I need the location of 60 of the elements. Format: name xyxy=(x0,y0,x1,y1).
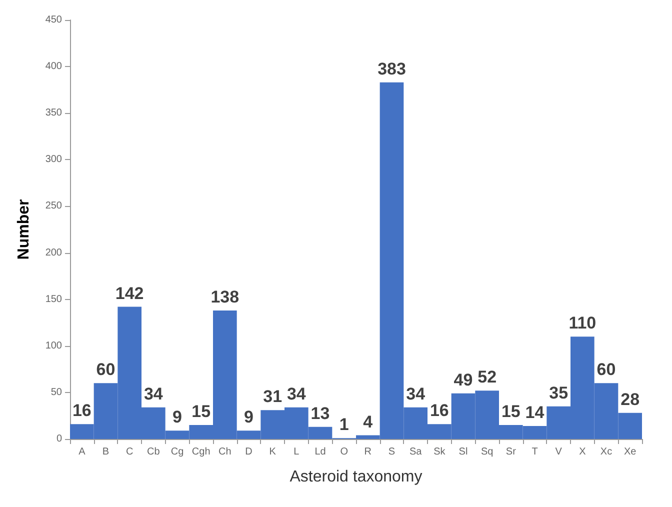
x-tick-label: X xyxy=(579,446,586,458)
data-label: 34 xyxy=(286,384,306,404)
x-tick-label: Xe xyxy=(624,446,637,458)
x-tick-label: Cg xyxy=(170,446,184,458)
x-tick-label: R xyxy=(364,446,372,458)
x-tick-label: D xyxy=(245,446,252,458)
x-tick-label: T xyxy=(532,446,538,458)
x-tick-label: K xyxy=(269,446,276,458)
y-tick-label: 50 xyxy=(50,386,62,398)
data-label: 16 xyxy=(72,401,92,420)
x-tick-label: Xc xyxy=(600,446,612,458)
x-tick-label: A xyxy=(78,446,86,458)
data-label: 28 xyxy=(620,390,640,409)
x-tick-label: Sa xyxy=(409,446,422,458)
data-label: 4 xyxy=(363,412,374,432)
x-tick-label: Cb xyxy=(147,446,160,458)
y-tick-label: 450 xyxy=(45,14,62,26)
data-label: 15 xyxy=(501,402,520,422)
x-tick-label: V xyxy=(555,446,562,458)
data-label: 34 xyxy=(144,384,164,404)
x-tick-label: S xyxy=(388,446,396,458)
data-label: 15 xyxy=(192,402,211,422)
data-label: 9 xyxy=(244,408,254,427)
x-tick-label: Sr xyxy=(506,446,517,458)
y-tick-label: 250 xyxy=(45,200,62,212)
y-tick-label: 350 xyxy=(45,108,62,119)
data-label: 16 xyxy=(430,401,449,420)
y-tick-label: 150 xyxy=(45,294,62,305)
data-label: 60 xyxy=(96,360,116,380)
data-label: 60 xyxy=(596,360,616,380)
data-label: 49 xyxy=(454,370,473,390)
x-tick-label: B xyxy=(102,446,110,458)
x-tick-label: O xyxy=(340,446,348,458)
data-label: 35 xyxy=(549,383,568,402)
x-axis-title: Asteroid taxonomy xyxy=(290,468,422,486)
x-tick-label: L xyxy=(294,446,300,458)
x-tick-label: Ch xyxy=(218,446,232,458)
data-label: 383 xyxy=(378,59,406,78)
data-label: 110 xyxy=(568,314,596,333)
x-tick-label: C xyxy=(126,446,134,458)
data-label: 31 xyxy=(263,387,282,406)
x-tick-label: Ld xyxy=(314,446,326,458)
data-label: 13 xyxy=(310,404,330,423)
data-label: 142 xyxy=(115,284,144,303)
x-tick-label: Sq xyxy=(480,446,494,458)
data-label: 138 xyxy=(210,288,240,307)
y-tick-label: 200 xyxy=(45,247,62,258)
x-tick-label: Cgh xyxy=(192,446,210,458)
y-tick-label: 400 xyxy=(45,61,62,72)
data-label: 14 xyxy=(525,402,545,422)
x-tick-label: Sk xyxy=(434,446,446,458)
y-tick-label: 100 xyxy=(45,340,62,352)
y-tick-label: 300 xyxy=(45,154,62,166)
data-label: 52 xyxy=(478,368,497,387)
y-tick-label: 0 xyxy=(56,434,62,444)
y-axis-title: Number xyxy=(16,199,32,260)
x-tick-label: Sl xyxy=(458,446,468,458)
data-label: 9 xyxy=(172,408,182,427)
data-label: 1 xyxy=(339,415,349,434)
data-label: 34 xyxy=(406,384,426,404)
